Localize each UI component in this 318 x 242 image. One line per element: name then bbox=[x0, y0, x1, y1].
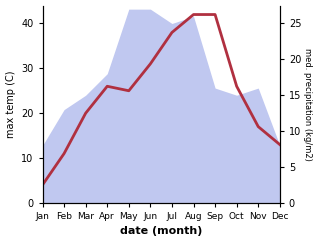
Y-axis label: med. precipitation (kg/m2): med. precipitation (kg/m2) bbox=[303, 48, 313, 161]
Y-axis label: max temp (C): max temp (C) bbox=[5, 70, 16, 138]
X-axis label: date (month): date (month) bbox=[120, 227, 202, 236]
